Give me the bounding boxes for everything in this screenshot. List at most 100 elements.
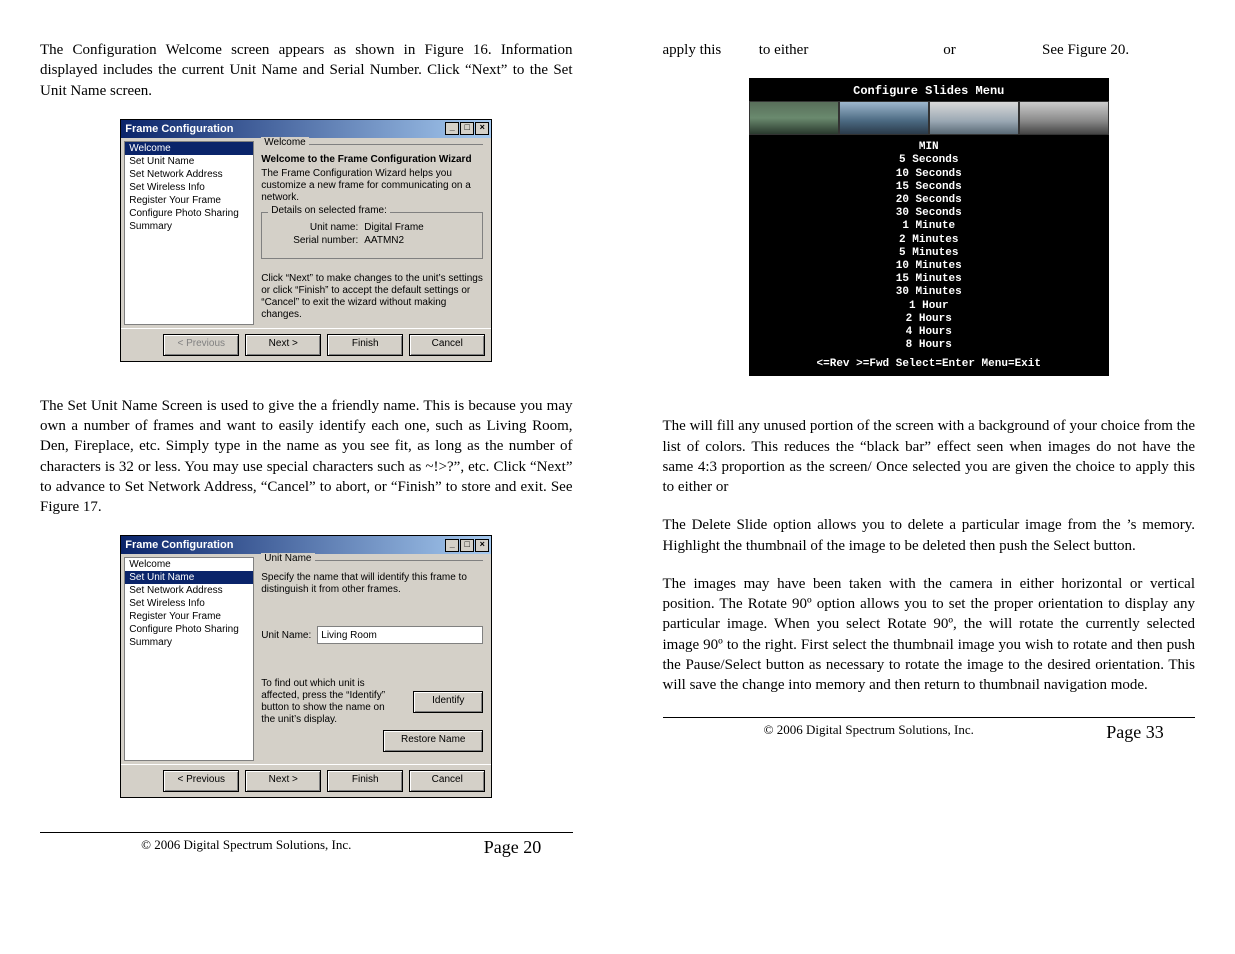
- sidebar-item-configure-photo-sharing[interactable]: Configure Photo Sharing: [125, 623, 253, 636]
- menu-item: 5 Seconds: [749, 154, 1109, 167]
- wizard-main-pane: Unit Name Specify the name that will ide…: [257, 554, 491, 764]
- cancel-button[interactable]: Cancel: [409, 334, 485, 356]
- identify-note: To find out which unit is affected, pres…: [261, 678, 401, 726]
- unit-name-field-label: Unit Name:: [261, 630, 311, 641]
- menu-item: 15 Minutes: [749, 273, 1109, 286]
- page-footer: © 2006 Digital Spectrum Solutions, Inc. …: [40, 837, 573, 858]
- restore-name-button[interactable]: Restore Name: [383, 730, 483, 752]
- menu-item: 4 Hours: [749, 326, 1109, 339]
- sidebar-item-register-your-frame[interactable]: Register Your Frame: [125, 610, 253, 623]
- menu-footer-hint: <=Rev >=Fwd Select=Enter Menu=Exit: [749, 356, 1109, 370]
- footer-copyright: © 2006 Digital Spectrum Solutions, Inc.: [40, 837, 453, 858]
- menu-item: 15 Seconds: [749, 181, 1109, 194]
- right-para-rotate: The images may have been taken with the …: [663, 574, 1196, 696]
- menu-item: 10 Minutes: [749, 260, 1109, 273]
- menu-item: 1 Minute: [749, 220, 1109, 233]
- footer-page-number: Page 20: [453, 837, 573, 858]
- unit-name-field-row: Unit Name:: [261, 626, 483, 644]
- menu-item: 2 Minutes: [749, 234, 1109, 247]
- previous-button[interactable]: < Previous: [163, 334, 239, 356]
- sidebar-item-set-wireless-info[interactable]: Set Wireless Info: [125, 597, 253, 610]
- group-label: Unit Name: [261, 553, 314, 564]
- menu-head: MIN: [749, 141, 1109, 154]
- serial-value: AATMN2: [364, 235, 404, 246]
- close-icon[interactable]: ×: [475, 539, 489, 552]
- wizard-button-bar: < Previous Next > Finish Cancel: [121, 764, 491, 797]
- details-group-label: Details on selected frame:: [268, 205, 390, 216]
- unit-name-row: Unit name: Digital Frame: [268, 222, 476, 233]
- sidebar-item-welcome[interactable]: Welcome: [125, 558, 253, 571]
- finish-button[interactable]: Finish: [327, 770, 403, 792]
- menu-item: 1 Hour: [749, 300, 1109, 313]
- cancel-button[interactable]: Cancel: [409, 770, 485, 792]
- menu-item: 2 Hours: [749, 313, 1109, 326]
- finish-button[interactable]: Finish: [327, 334, 403, 356]
- pane-subtext: The Frame Configuration Wizard helps you…: [261, 168, 483, 204]
- thumbnail: [929, 101, 1019, 135]
- sidebar-item-set-wireless-info[interactable]: Set Wireless Info: [125, 181, 253, 194]
- thumbnail: [1019, 101, 1109, 135]
- configure-slides-screenshot: Configure Slides Menu MIN 5 Seconds 10 S…: [749, 78, 1109, 376]
- pane-subtext: Specify the name that will identify this…: [261, 572, 483, 596]
- thumbnail-row: [749, 101, 1109, 135]
- footer-page-number: Page 33: [1075, 722, 1195, 743]
- dialog-body: Welcome Set Unit Name Set Network Addres…: [121, 554, 491, 764]
- thumbnail: [749, 101, 839, 135]
- pane-heading: Welcome to the Frame Configuration Wizar…: [261, 154, 483, 165]
- pane-note: Click “Next” to make changes to the unit…: [261, 273, 483, 321]
- sidebar-item-welcome[interactable]: Welcome: [125, 142, 253, 155]
- right-page: apply this to either or See Figure 20. C…: [663, 40, 1196, 858]
- maximize-icon[interactable]: □: [460, 122, 474, 135]
- unit-name-input[interactable]: [317, 626, 483, 644]
- footer-rule: [663, 717, 1196, 718]
- window-title: Frame Configuration: [125, 123, 444, 135]
- minimize-icon[interactable]: _: [445, 539, 459, 552]
- unit-name-value: Digital Frame: [364, 222, 423, 233]
- next-button[interactable]: Next >: [245, 770, 321, 792]
- next-button[interactable]: Next >: [245, 334, 321, 356]
- serial-row: Serial number: AATMN2: [268, 235, 476, 246]
- menu-item: 8 Hours: [749, 339, 1109, 352]
- left-para-1: The Configuration Welcome screen appears…: [40, 40, 573, 101]
- menu-list: MIN 5 Seconds 10 Seconds 15 Seconds 20 S…: [749, 135, 1109, 356]
- right-para-color: The will fill any unused portion of the …: [663, 416, 1196, 497]
- right-para-delete: The Delete Slide option allows you to de…: [663, 515, 1196, 556]
- dialog-body: Welcome Set Unit Name Set Network Addres…: [121, 138, 491, 328]
- window-title: Frame Configuration: [125, 539, 444, 551]
- menu-item: 5 Minutes: [749, 247, 1109, 260]
- restore-bar: Restore Name: [261, 726, 483, 752]
- wizard-sidebar: Welcome Set Unit Name Set Network Addres…: [124, 141, 254, 325]
- left-page: The Configuration Welcome screen appears…: [40, 40, 573, 858]
- slides-title: Configure Slides Menu: [749, 82, 1109, 101]
- menu-item: 30 Minutes: [749, 286, 1109, 299]
- minimize-icon[interactable]: _: [445, 122, 459, 135]
- sidebar-item-summary[interactable]: Summary: [125, 636, 253, 649]
- wizard-sidebar: Welcome Set Unit Name Set Network Addres…: [124, 557, 254, 761]
- footer-rule: [40, 832, 573, 833]
- menu-item: 10 Seconds: [749, 168, 1109, 181]
- frame-config-unitname-dialog: Frame Configuration _ □ × Welcome Set Un…: [120, 535, 492, 798]
- identify-button[interactable]: Identify: [413, 691, 483, 713]
- thumbnail: [839, 101, 929, 135]
- footer-copyright: © 2006 Digital Spectrum Solutions, Inc.: [663, 722, 1076, 743]
- unit-name-label: Unit name:: [268, 222, 364, 233]
- sidebar-item-configure-photo-sharing[interactable]: Configure Photo Sharing: [125, 207, 253, 220]
- maximize-icon[interactable]: □: [460, 539, 474, 552]
- sidebar-item-set-network-address[interactable]: Set Network Address: [125, 168, 253, 181]
- sidebar-item-summary[interactable]: Summary: [125, 220, 253, 233]
- menu-item: 20 Seconds: [749, 194, 1109, 207]
- wizard-main-pane: Welcome Welcome to the Frame Configurati…: [257, 138, 491, 328]
- left-para-2: The Set Unit Name Screen is used to give…: [40, 396, 573, 518]
- close-icon[interactable]: ×: [475, 122, 489, 135]
- sidebar-item-register-your-frame[interactable]: Register Your Frame: [125, 194, 253, 207]
- previous-button[interactable]: < Previous: [163, 770, 239, 792]
- sidebar-item-set-network-address[interactable]: Set Network Address: [125, 584, 253, 597]
- serial-label: Serial number:: [268, 235, 364, 246]
- identify-row: To find out which unit is affected, pres…: [261, 678, 483, 726]
- right-topline: apply this to either or See Figure 20.: [663, 40, 1196, 60]
- sidebar-item-set-unit-name[interactable]: Set Unit Name: [125, 571, 253, 584]
- titlebar: Frame Configuration _ □ ×: [121, 120, 491, 138]
- page-footer: © 2006 Digital Spectrum Solutions, Inc. …: [663, 722, 1196, 743]
- sidebar-item-set-unit-name[interactable]: Set Unit Name: [125, 155, 253, 168]
- group-label: Welcome: [261, 137, 309, 148]
